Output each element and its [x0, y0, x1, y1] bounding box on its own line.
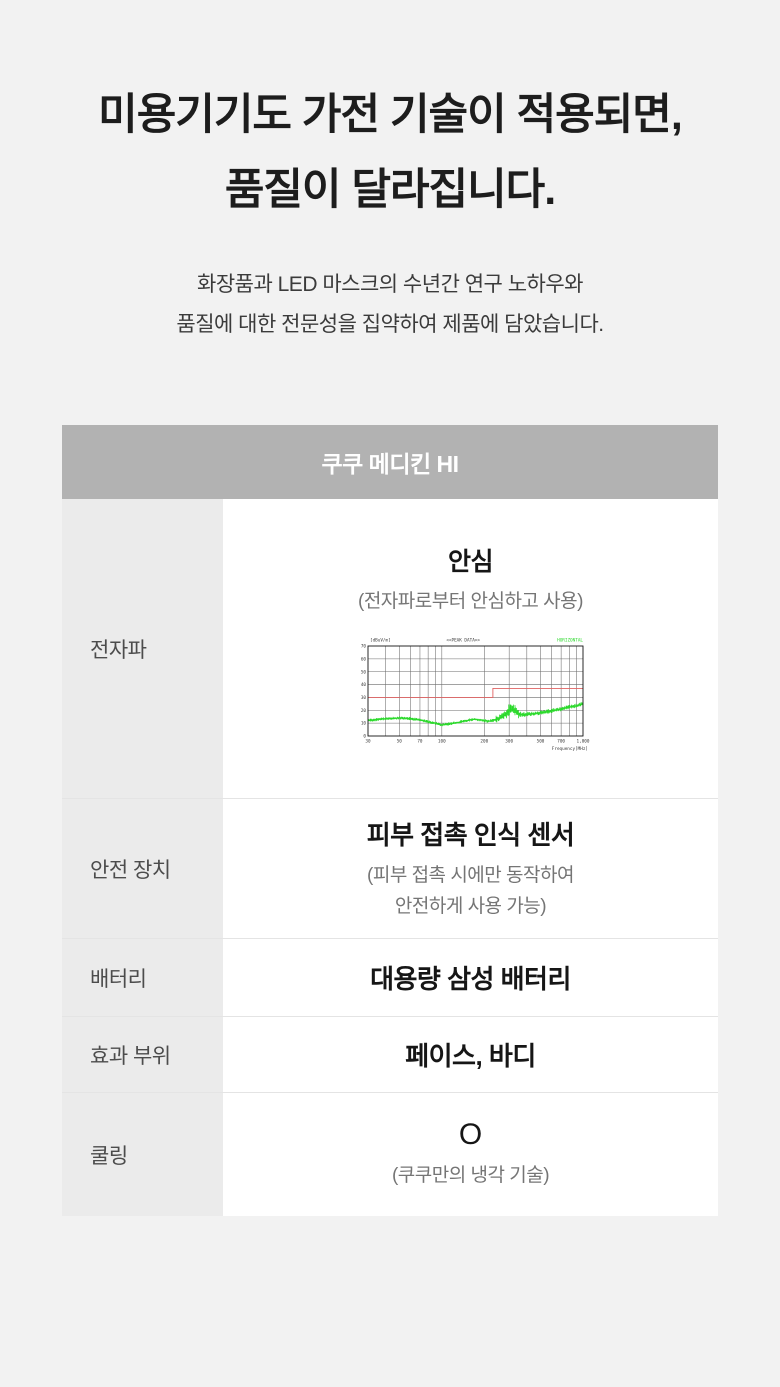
page-subtitle-line1: 화장품과 LED 마스크의 수년간 연구 노하우와	[197, 273, 583, 296]
svg-text:70: 70	[417, 739, 423, 745]
svg-text:Frequency[MHz]: Frequency[MHz]	[551, 746, 587, 752]
page-subtitle-line2: 품질에 대한 전문성을 집약하여 제품에 담았습니다.	[176, 313, 604, 336]
page-subtitle: 화장품과 LED 마스크의 수년간 연구 노하우와 품질에 대한 전문성을 집약…	[0, 265, 780, 345]
row-value-emf: 안심	[447, 548, 494, 576]
row-value-cell-safety: 피부 접촉 인식 센서 (피부 접촉 시에만 동작하여 안전하게 사용 가능)	[223, 799, 718, 938]
table-row-battery: 배터리 대용량 삼성 배터리	[62, 938, 718, 1016]
row-value-cell-emf: 안심 (전자파로부터 안심하고 사용) [dBuV/m] <<PEAK DATA>…	[223, 499, 718, 798]
svg-text:1,000: 1,000	[576, 739, 589, 745]
svg-text:40: 40	[360, 682, 366, 688]
row-caption-safety: (피부 접촉 시에만 동작하여 안전하게 사용 가능)	[367, 860, 574, 922]
table-row-cooling: 쿨링 O (쿠쿠만의 냉각 기술)	[62, 1092, 718, 1216]
svg-text:20: 20	[360, 708, 366, 714]
table-row-safety: 안전 장치 피부 접촉 인식 센서 (피부 접촉 시에만 동작하여 안전하게 사…	[62, 798, 718, 938]
svg-text:HORIZONTAL: HORIZONTAL	[557, 638, 583, 644]
page-title-line1: 미용기기도 가전 기술이 적용되면,	[98, 91, 683, 139]
table-row-emf: 전자파 안심 (전자파로부터 안심하고 사용) [dBuV/m] <<PEAK D…	[62, 499, 718, 798]
svg-text:30: 30	[365, 739, 371, 745]
svg-text:100: 100	[437, 739, 445, 745]
row-label-cooling: 쿨링	[62, 1093, 223, 1216]
row-label-safety: 안전 장치	[62, 799, 223, 938]
svg-text:<<PEAK DATA>>: <<PEAK DATA>>	[446, 638, 480, 644]
svg-text:500: 500	[536, 739, 544, 745]
svg-text:[dBuV/m]: [dBuV/m]	[370, 638, 391, 644]
row-value-cell-effect-area: 페이스, 바디	[223, 1017, 718, 1092]
svg-text:50: 50	[396, 739, 402, 745]
spec-table-header: 쿠쿠 메디킨 HI	[62, 425, 718, 499]
row-value-effect-area: 페이스, 바디	[405, 1041, 536, 1071]
row-label-effect-area: 효과 부위	[62, 1017, 223, 1092]
svg-text:700: 700	[557, 739, 565, 745]
row-value-safety: 피부 접촉 인식 센서	[366, 820, 575, 850]
row-value-battery: 대용량 삼성 배터리	[370, 964, 571, 994]
emc-measurement-chart: [dBuV/m] <<PEAK DATA>> HORIZONTAL 0 10 20 30 40…	[351, 633, 590, 755]
page-title: 미용기기도 가전 기술이 적용되면, 품질이 달라집니다.	[0, 78, 780, 228]
svg-text:10: 10	[360, 721, 366, 727]
svg-text:70: 70	[360, 644, 366, 650]
product-detail-section: 미용기기도 가전 기술이 적용되면, 품질이 달라집니다. 화장품과 LED 마…	[0, 78, 780, 1387]
svg-text:0: 0	[363, 734, 366, 740]
svg-text:200: 200	[480, 739, 488, 745]
svg-text:300: 300	[505, 739, 513, 745]
svg-text:50: 50	[360, 669, 366, 675]
row-caption-emf: (전자파로부터 안심하고 사용)	[358, 591, 583, 612]
row-caption-safety-line2: 안전하게 사용 가능)	[394, 896, 547, 917]
row-label-battery: 배터리	[62, 939, 223, 1016]
row-caption-safety-line1: (피부 접촉 시에만 동작하여	[367, 865, 574, 886]
row-value-cell-cooling: O (쿠쿠만의 냉각 기술)	[223, 1093, 718, 1216]
emc-chart-svg: [dBuV/m] <<PEAK DATA>> HORIZONTAL 0 10 20 30 40…	[351, 633, 590, 755]
row-value-cooling: O	[458, 1118, 483, 1151]
svg-text:30: 30	[360, 695, 366, 701]
row-label-emf: 전자파	[62, 499, 223, 798]
spec-table: 쿠쿠 메디킨 HI 전자파 안심 (전자파로부터 안심하고 사용) [dBuV/…	[62, 425, 718, 1216]
row-value-cell-battery: 대용량 삼성 배터리	[223, 939, 718, 1016]
svg-text:60: 60	[360, 656, 366, 662]
page-title-line2: 품질이 달라집니다.	[224, 166, 556, 214]
row-caption-cooling: (쿠쿠만의 냉각 기술)	[391, 1165, 550, 1186]
table-row-effect-area: 효과 부위 페이스, 바디	[62, 1016, 718, 1092]
